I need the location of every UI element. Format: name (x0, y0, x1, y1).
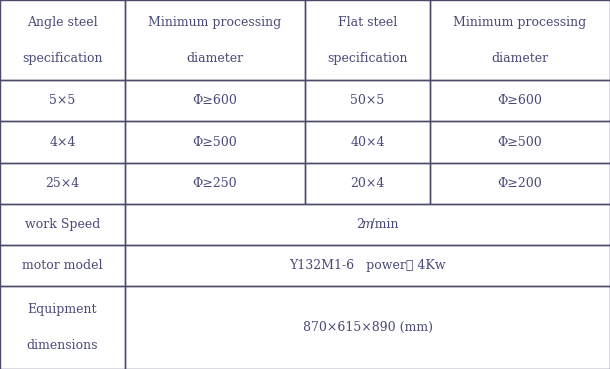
Bar (125, 80, 305, 121)
Text: Y132M1-6   power： 4Kw: Y132M1-6 power： 4Kw (289, 259, 446, 272)
Bar (125, 0, 305, 80)
Bar (0, 163, 125, 204)
Bar (0, 80, 125, 121)
Bar (430, 0, 610, 80)
Bar (305, 163, 430, 204)
Text: Φ≥600: Φ≥600 (193, 94, 237, 107)
Bar (430, 163, 610, 204)
Text: 870×615×890 (mm): 870×615×890 (mm) (303, 321, 432, 334)
Text: Φ≥600: Φ≥600 (498, 94, 542, 107)
Text: Minimum processing

diameter: Minimum processing diameter (148, 15, 282, 65)
Bar (125, 286, 610, 369)
Bar (0, 0, 125, 80)
Bar (0, 286, 125, 369)
Text: Φ≥250: Φ≥250 (193, 177, 237, 190)
Text: Φ≥500: Φ≥500 (193, 135, 237, 149)
Bar (0, 204, 125, 245)
Text: Angle steel

specification: Angle steel specification (23, 15, 102, 65)
Text: 50×5: 50×5 (350, 94, 385, 107)
Text: 2: 2 (357, 218, 367, 231)
Bar (305, 80, 430, 121)
Text: 20×4: 20×4 (350, 177, 385, 190)
Bar (0, 245, 125, 286)
Text: 25×4: 25×4 (45, 177, 80, 190)
Text: work Speed: work Speed (25, 218, 100, 231)
Bar (430, 121, 610, 163)
Bar (125, 121, 305, 163)
Text: m: m (362, 218, 373, 231)
Bar (125, 245, 610, 286)
Text: Flat steel

specification: Flat steel specification (328, 15, 407, 65)
Text: /min: /min (367, 218, 398, 231)
Text: Equipment

dimensions: Equipment dimensions (27, 303, 98, 352)
Text: 5×5: 5×5 (49, 94, 76, 107)
Bar (305, 0, 430, 80)
Bar (125, 204, 610, 245)
Text: 4×4: 4×4 (49, 135, 76, 149)
Text: 40×4: 40×4 (350, 135, 385, 149)
Text: motor model: motor model (23, 259, 102, 272)
Text: Φ≥500: Φ≥500 (498, 135, 542, 149)
Text: Φ≥200: Φ≥200 (498, 177, 542, 190)
Bar (125, 163, 305, 204)
Text: Minimum processing

diameter: Minimum processing diameter (453, 15, 587, 65)
Bar (0, 121, 125, 163)
Bar (430, 80, 610, 121)
Bar (305, 121, 430, 163)
